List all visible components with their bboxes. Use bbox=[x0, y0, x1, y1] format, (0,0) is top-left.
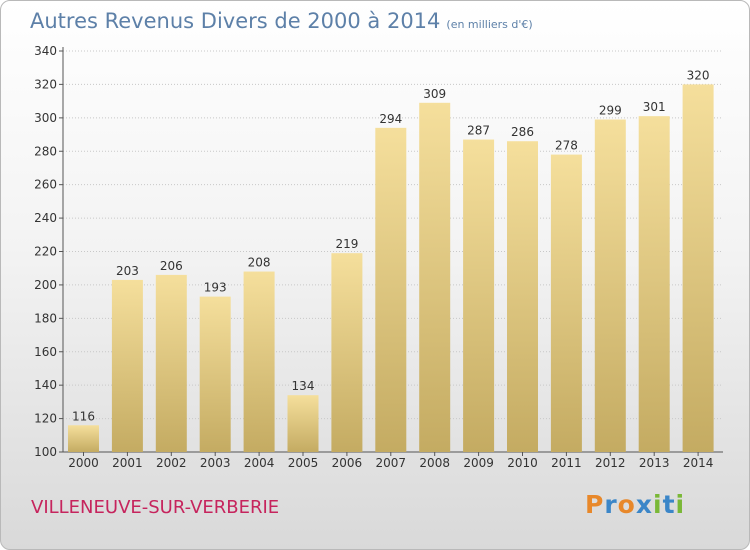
y-tick-label: 100 bbox=[34, 445, 57, 459]
y-tick-label: 200 bbox=[34, 278, 57, 292]
logo-letter: i bbox=[675, 490, 686, 519]
data-label: 206 bbox=[160, 259, 183, 273]
data-label: 208 bbox=[248, 256, 271, 270]
x-tick-label: 2007 bbox=[376, 456, 407, 470]
bar bbox=[594, 119, 626, 453]
data-label: 116 bbox=[72, 409, 95, 423]
data-labels: 116 203 206 193 208 134 219 294 309 287 286 278 299 3… bbox=[72, 68, 710, 423]
x-tick-label: 2004 bbox=[244, 456, 275, 470]
x-tick-label: 2010 bbox=[507, 456, 538, 470]
bar bbox=[682, 84, 714, 453]
bar bbox=[68, 425, 99, 452]
x-tick-label: 2011 bbox=[551, 456, 582, 470]
data-label: 193 bbox=[204, 281, 227, 295]
chart-title-text: Autres Revenus Divers de 2000 à 2014 bbox=[30, 9, 441, 33]
bar bbox=[331, 253, 363, 452]
x-tick-label: 2001 bbox=[112, 456, 143, 470]
bars bbox=[68, 84, 714, 453]
bar bbox=[550, 154, 582, 452]
data-label: 203 bbox=[116, 264, 139, 278]
bar bbox=[111, 279, 143, 452]
logo-letter: r bbox=[604, 490, 618, 519]
proxiti-logo: Proxiti bbox=[585, 490, 685, 519]
y-tick-label: 340 bbox=[34, 44, 57, 58]
x-tick-label: 2009 bbox=[463, 456, 494, 470]
x-tick-label: 2003 bbox=[200, 456, 231, 470]
y-tick-label: 280 bbox=[34, 144, 57, 158]
logo-letter: P bbox=[585, 490, 605, 519]
town-name: VILLENEUVE-SUR-VERBERIE bbox=[31, 497, 280, 518]
y-tick-label: 140 bbox=[34, 378, 57, 392]
y-tick-label: 320 bbox=[34, 77, 57, 91]
data-label: 294 bbox=[379, 112, 402, 126]
logo-letter: x bbox=[635, 490, 653, 519]
bar bbox=[287, 395, 319, 452]
unit-label: (en milliers d'€) bbox=[446, 18, 533, 31]
x-tick-label: 2012 bbox=[595, 456, 626, 470]
bar bbox=[507, 141, 538, 452]
data-label: 134 bbox=[292, 379, 315, 393]
data-label: 286 bbox=[511, 125, 534, 139]
data-label: 219 bbox=[335, 237, 358, 251]
data-label: 320 bbox=[687, 68, 710, 82]
y-tick-label: 220 bbox=[34, 245, 57, 259]
bar bbox=[375, 127, 407, 452]
bar bbox=[199, 296, 231, 452]
data-label: 299 bbox=[599, 104, 622, 118]
x-tick-label: 2002 bbox=[156, 456, 187, 470]
y-tick-label: 260 bbox=[34, 178, 57, 192]
chart-title: Autres Revenus Divers de 2000 à 2014 (en … bbox=[30, 9, 533, 33]
y-tick-label: 240 bbox=[34, 211, 57, 225]
bar bbox=[243, 271, 275, 452]
y-tick-label: 180 bbox=[34, 311, 57, 325]
bar bbox=[638, 116, 670, 452]
logo-letter: t bbox=[662, 490, 676, 519]
y-tick-label: 160 bbox=[34, 345, 57, 359]
data-label: 278 bbox=[555, 139, 578, 153]
data-label: 309 bbox=[423, 87, 446, 101]
logo-letter: o bbox=[617, 490, 636, 519]
x-tick-label: 2008 bbox=[419, 456, 450, 470]
data-label: 287 bbox=[467, 124, 490, 138]
bar bbox=[155, 274, 187, 452]
y-tick-label: 120 bbox=[34, 412, 57, 426]
bar bbox=[419, 102, 451, 452]
bar bbox=[463, 139, 495, 452]
data-label: 301 bbox=[643, 100, 666, 114]
x-tick-label: 2000 bbox=[68, 456, 99, 470]
x-tick-label: 2006 bbox=[332, 456, 363, 470]
x-tick-label: 2013 bbox=[639, 456, 670, 470]
logo-letter: i bbox=[653, 490, 663, 519]
x-tick-label: 2014 bbox=[683, 456, 714, 470]
y-tick-label: 300 bbox=[34, 111, 57, 125]
x-tick-label: 2005 bbox=[288, 456, 319, 470]
